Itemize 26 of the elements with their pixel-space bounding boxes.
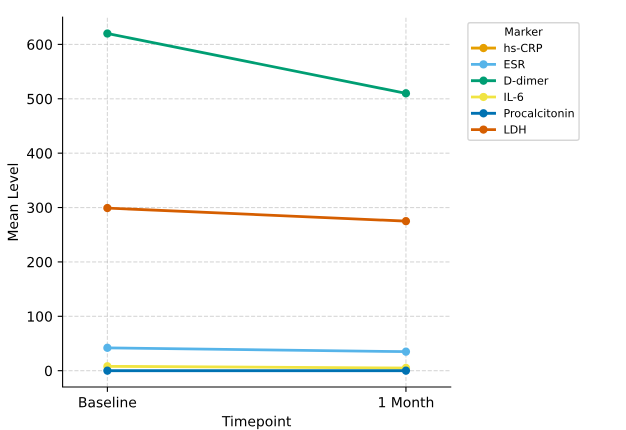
y-axis-title: Mean Level [7,164,18,240]
y-tick-label: 600 [27,39,52,50]
legend-label: Procalcitonin [504,108,574,118]
point [103,29,112,38]
legend-label: hs-CRP [504,44,542,52]
y-tick-label: 500 [27,94,52,104]
point [103,366,112,375]
point [103,344,112,352]
legend-label: ESR [504,60,525,68]
x-tick-label: 1 Month [379,396,434,408]
x-tick-label: Baseline [79,396,136,408]
y-tick-label: 100 [28,311,52,322]
y-tick-label: 400 [27,148,52,159]
legend-title: Marker [505,27,543,36]
x-axis-title: Timepoint [222,416,292,430]
y-tick-label: 300 [27,202,52,214]
point [402,366,410,375]
y-tick-label: 200 [27,256,52,268]
legend-label: IL-6 [504,92,524,102]
legend-label: LDH [504,125,526,134]
point [402,216,410,226]
legend-label: D-dimer [504,76,548,85]
point [103,204,112,212]
y-tick-label: 0 [44,366,52,376]
point [402,347,410,356]
point [402,89,410,98]
